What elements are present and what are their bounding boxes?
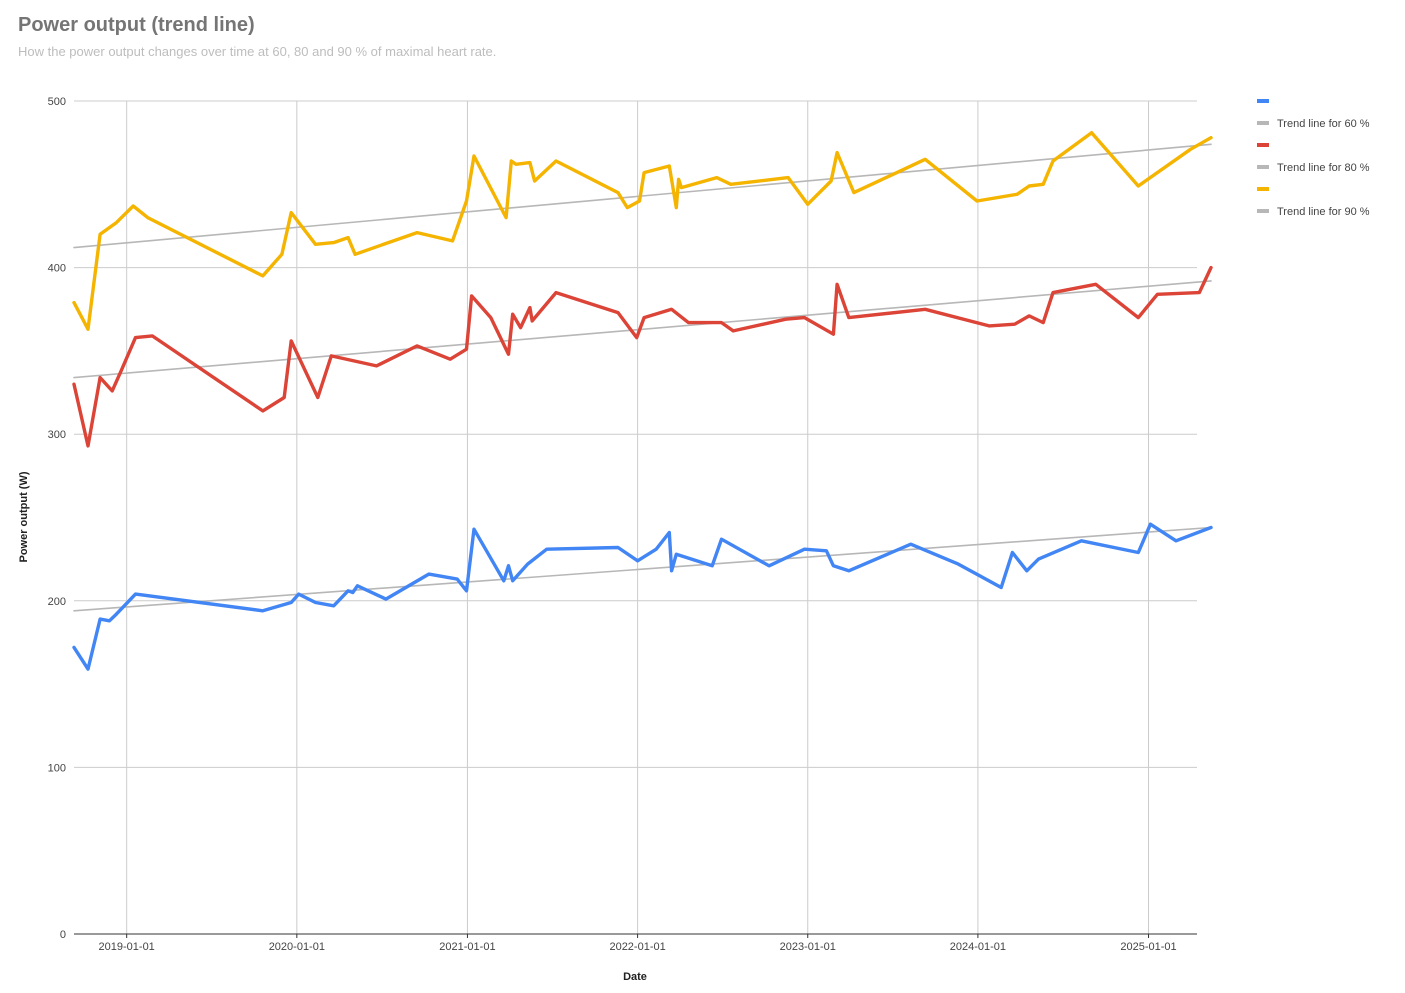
gridlines bbox=[74, 100, 1197, 934]
series-line-0 bbox=[72, 522, 1213, 671]
chart-title: Power output (trend line) bbox=[18, 14, 255, 36]
x-tick-label: 2024-01-01 bbox=[950, 941, 1006, 953]
x-tick-label: 2021-01-01 bbox=[439, 941, 495, 953]
series-layer bbox=[72, 130, 1213, 671]
chart-subtitle: How the power output changes over time a… bbox=[18, 44, 497, 59]
trend-line-5 bbox=[73, 143, 1212, 249]
legend-swatch bbox=[1257, 99, 1269, 103]
trend-line-1 bbox=[73, 526, 1212, 612]
y-tick-label: 0 bbox=[60, 929, 66, 941]
y-tick-label: 500 bbox=[48, 96, 66, 108]
x-axis-title: Date bbox=[623, 971, 647, 983]
legend-label: Trend line for 80 % bbox=[1277, 162, 1370, 174]
series-line-2 bbox=[72, 265, 1213, 448]
x-tick-label: 2022-01-01 bbox=[609, 941, 665, 953]
series-line-4 bbox=[72, 130, 1213, 331]
legend-swatch bbox=[1257, 165, 1269, 169]
y-tick-label: 400 bbox=[48, 263, 66, 275]
y-tick-label: 100 bbox=[48, 762, 66, 774]
trend-line-3 bbox=[73, 280, 1212, 379]
legend: Trend line for 60 % Trend line for 80 % Tr… bbox=[1257, 99, 1370, 218]
y-tick-label: 300 bbox=[48, 429, 66, 441]
x-tick-label: 2019-01-01 bbox=[99, 941, 155, 953]
legend-swatch bbox=[1257, 143, 1269, 147]
legend-label: Trend line for 90 % bbox=[1277, 206, 1370, 218]
legend-swatch bbox=[1257, 187, 1269, 191]
axes: 0 100 200 300 400 500 2019-01-01 2020-01-01 2021… bbox=[48, 96, 1197, 953]
x-tick-label: 2023-01-01 bbox=[780, 941, 836, 953]
x-tick-label: 2020-01-01 bbox=[269, 941, 325, 953]
legend-swatch bbox=[1257, 209, 1269, 213]
legend-swatch bbox=[1257, 121, 1269, 125]
x-tick-label: 2025-01-01 bbox=[1120, 941, 1176, 953]
legend-label: Trend line for 60 % bbox=[1277, 118, 1370, 130]
y-tick-label: 200 bbox=[48, 596, 66, 608]
y-axis-title: Power output (W) bbox=[18, 471, 30, 562]
